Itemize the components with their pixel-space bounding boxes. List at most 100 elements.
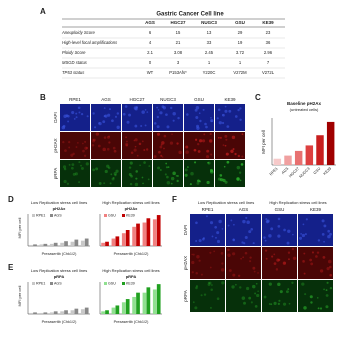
bar: [273, 158, 282, 165]
nucleus: [97, 144, 101, 148]
nucleus: [288, 258, 290, 261]
nucleus: [161, 141, 165, 145]
bar: [111, 238, 116, 246]
nucleus: [209, 221, 214, 225]
nucleus: [310, 301, 313, 304]
table-header: HGC27: [170, 20, 186, 25]
bar: [29, 244, 33, 246]
micrograph: [190, 280, 225, 312]
nucleus: [273, 301, 277, 305]
nucleus: [72, 152, 75, 156]
x-tick-label: HGC27: [288, 167, 300, 179]
nucleus: [243, 301, 246, 305]
legend-label: GSU: [108, 282, 116, 286]
micrograph: [91, 132, 121, 159]
nucleus: [78, 111, 81, 114]
group-label: Low Replication stress cell lines: [31, 268, 87, 273]
nucleus: [283, 261, 286, 265]
nucleus: [215, 236, 217, 239]
nucleus: [141, 110, 145, 114]
nucleus: [126, 120, 130, 124]
table-cell: Y220C: [203, 70, 216, 75]
bar: [53, 311, 58, 314]
x-tick-label: GSU: [313, 166, 322, 175]
nucleus: [84, 140, 87, 143]
nucleus: [130, 174, 133, 178]
nucleus: [236, 177, 240, 181]
nucleus: [129, 161, 133, 165]
nucleus: [298, 236, 303, 240]
micrograph: [153, 132, 183, 159]
nucleus: [111, 177, 115, 181]
bar: [74, 308, 79, 314]
group-label: High Replication stress cell lines: [102, 268, 159, 273]
nucleus: [277, 224, 281, 228]
bar: [70, 310, 75, 314]
nucleus: [195, 105, 200, 110]
nucleus: [163, 147, 165, 150]
bar: [60, 311, 64, 314]
nucleus: [157, 108, 160, 111]
column-label: KE39: [224, 97, 236, 102]
bar: [84, 307, 89, 314]
micrograph: [226, 214, 261, 246]
table-cell: 3: [177, 60, 180, 65]
nucleus: [156, 115, 160, 119]
micrograph: [226, 280, 261, 312]
nucleus: [80, 164, 82, 167]
micrograph: [60, 160, 90, 187]
nucleus: [66, 182, 70, 185]
nucleus: [321, 232, 325, 236]
nucleus: [85, 146, 89, 150]
nucleus: [239, 286, 242, 289]
table-cell: 7: [267, 60, 270, 65]
nucleus: [138, 142, 142, 146]
nucleus: [134, 145, 137, 148]
table-cell: 19: [238, 40, 243, 45]
nucleus: [116, 112, 120, 115]
nucleus: [64, 149, 67, 153]
nucleus: [166, 125, 170, 129]
nucleus: [65, 114, 69, 117]
nucleus: [291, 247, 295, 251]
nucleus: [202, 237, 205, 241]
nucleus: [172, 112, 176, 116]
nucleus: [109, 182, 112, 185]
column-label: HGC27: [129, 97, 145, 102]
nucleus: [84, 146, 88, 150]
nucleus: [292, 233, 294, 236]
nucleus: [163, 134, 167, 138]
bar: [39, 244, 44, 246]
nucleus: [195, 115, 199, 119]
nucleus: [133, 139, 136, 142]
column-label: NUGC3: [160, 97, 176, 102]
column-label: AGS: [101, 97, 111, 102]
nucleus: [309, 295, 313, 299]
bar: [152, 219, 157, 246]
nucleus: [136, 154, 139, 157]
table-cell: 3.08: [174, 50, 183, 55]
nucleus: [170, 176, 175, 181]
bar: [142, 222, 147, 246]
nucleus: [165, 166, 168, 169]
nucleus: [206, 149, 210, 153]
nucleus: [217, 108, 221, 112]
nucleus: [156, 125, 160, 129]
nucleus: [72, 172, 76, 176]
nucleus: [148, 165, 151, 168]
nucleus: [329, 286, 333, 290]
nucleus: [68, 163, 71, 166]
nucleus: [240, 163, 244, 166]
nucleus: [278, 299, 281, 302]
column-label: GSU: [275, 207, 285, 212]
nucleus: [78, 161, 81, 164]
nucleus: [92, 112, 95, 115]
nucleus: [125, 144, 129, 147]
bar: [80, 240, 85, 246]
group-label: Low Replication stress cell lines: [198, 200, 254, 205]
bar: [152, 289, 157, 314]
nucleus: [125, 142, 129, 146]
nucleus: [246, 220, 250, 225]
nucleus: [252, 266, 256, 270]
row-label: pH2AX: [53, 138, 58, 152]
